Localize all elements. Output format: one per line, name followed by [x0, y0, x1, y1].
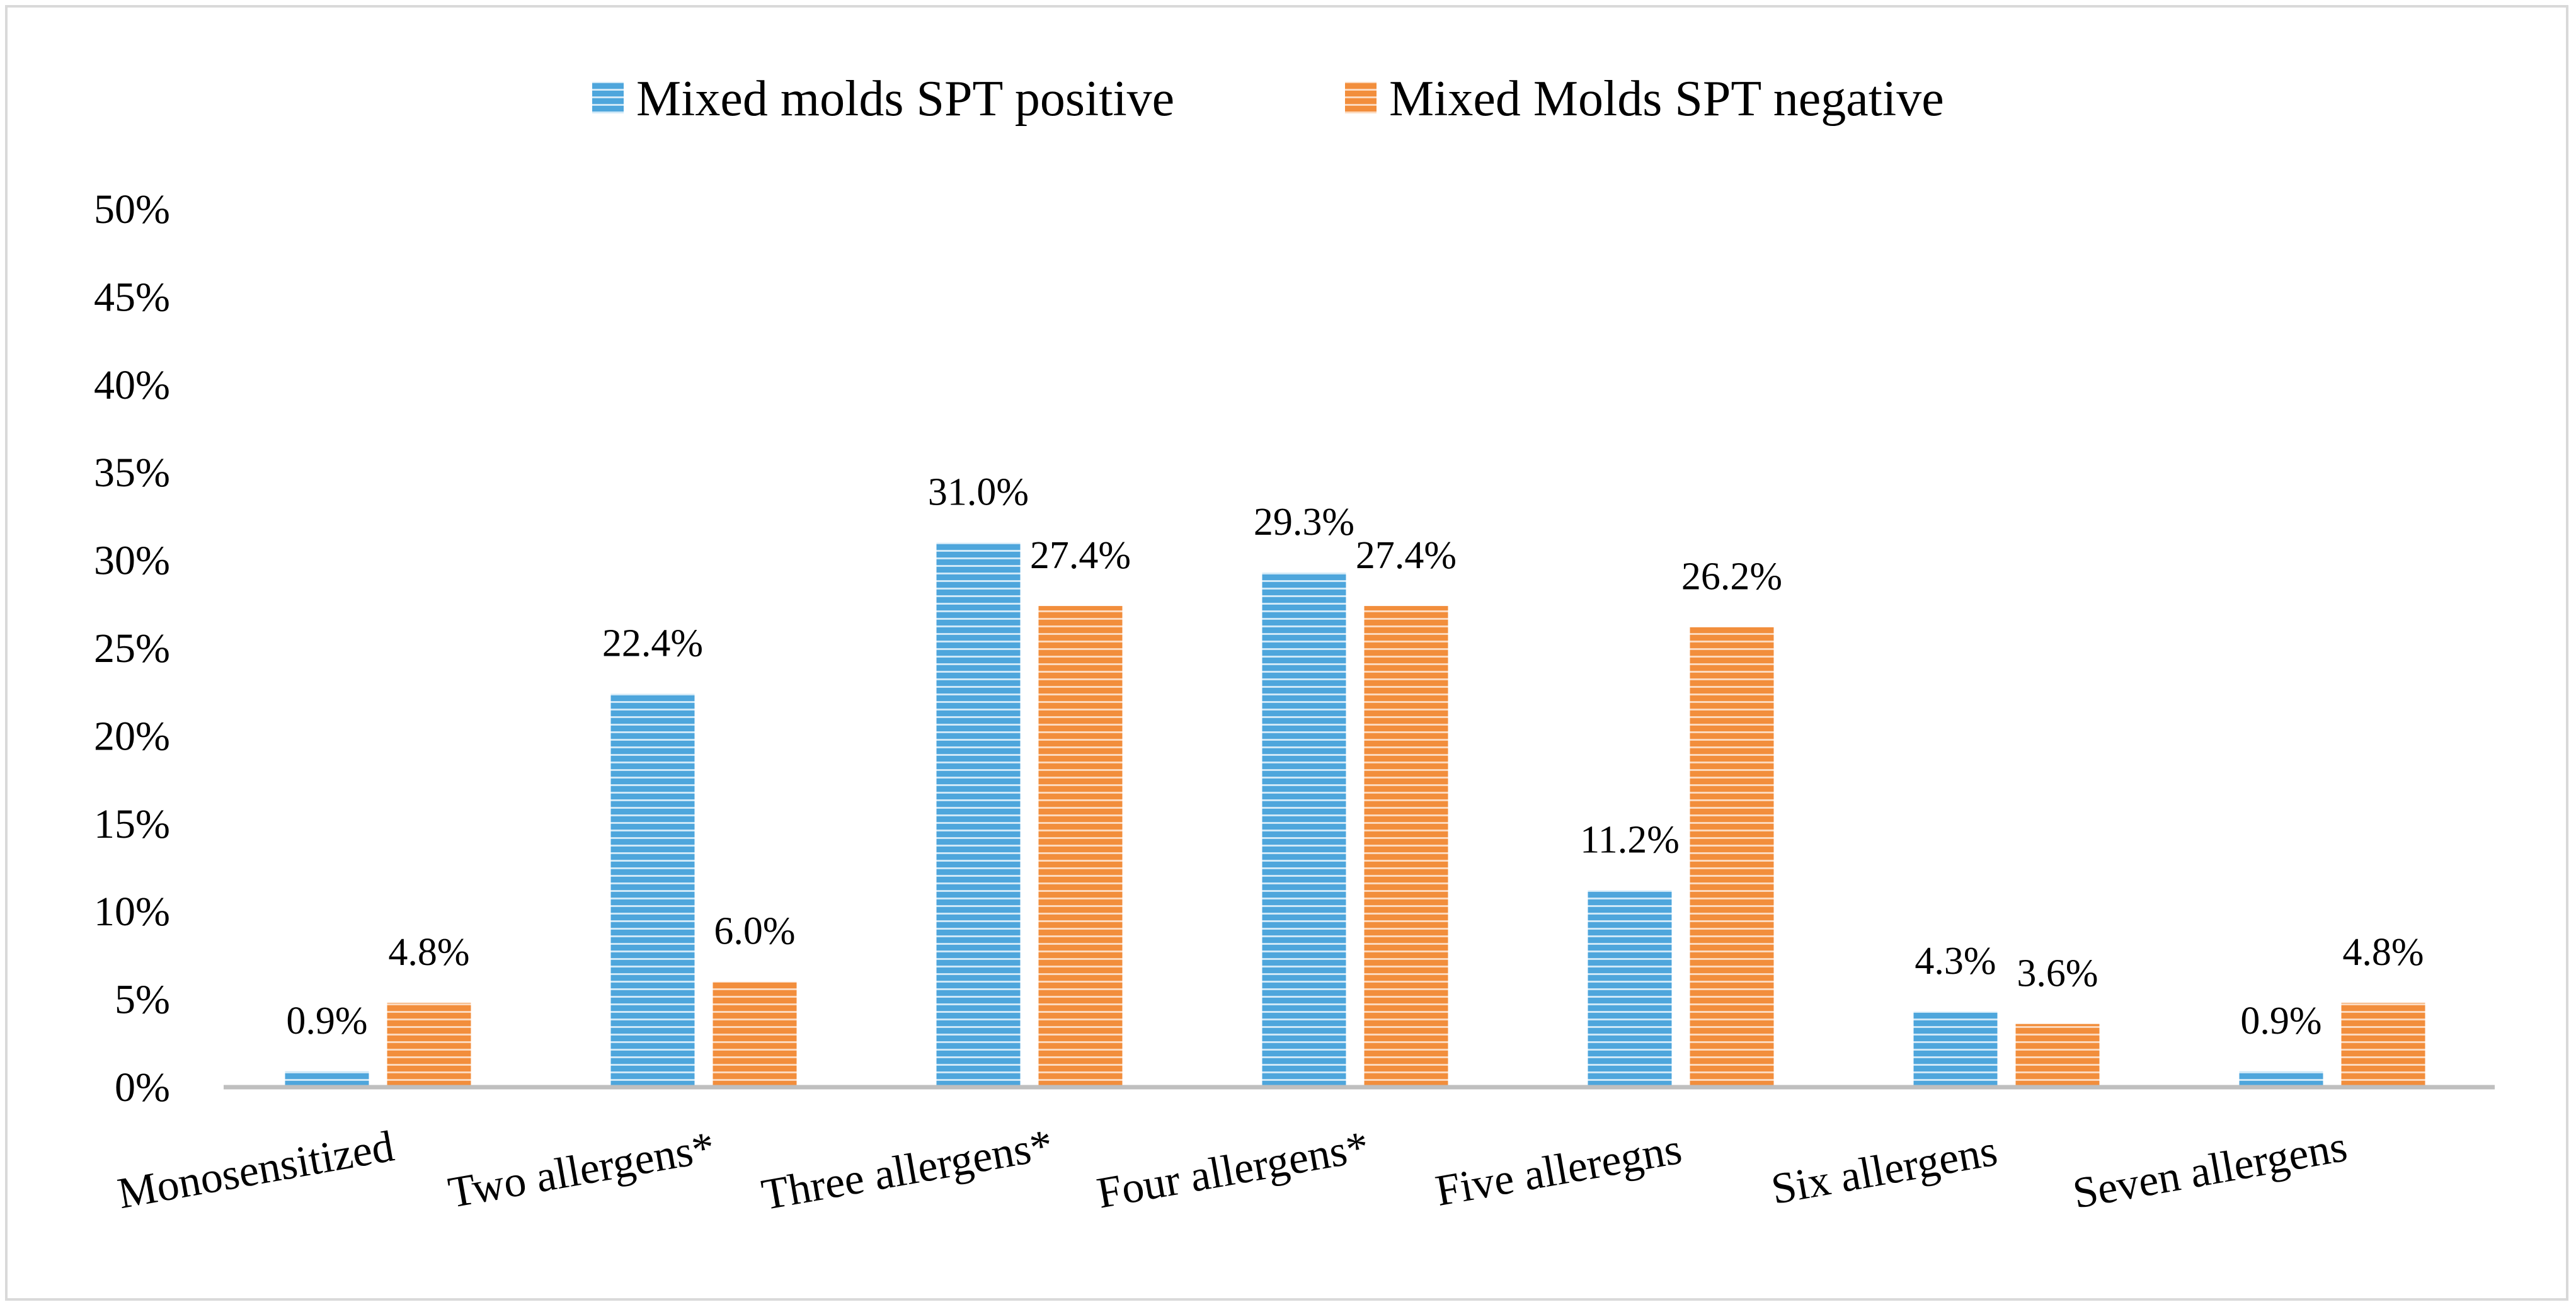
- y-tick-label: 45%: [94, 274, 170, 320]
- y-tick-label: 50%: [94, 186, 170, 232]
- data-label-positive: 31.0%: [928, 471, 1029, 514]
- legend-label-negative: Mixed Molds SPT negative: [1389, 71, 1944, 127]
- bar-negative: [1690, 627, 1774, 1087]
- data-label-negative: 4.8%: [388, 931, 469, 974]
- data-label-positive: 0.9%: [286, 1000, 367, 1042]
- data-label-negative: 6.0%: [714, 910, 795, 953]
- legend-swatch-positive: [592, 82, 624, 113]
- x-category-label: Monosensitized: [114, 1122, 398, 1218]
- data-label-positive: 22.4%: [602, 622, 703, 665]
- data-label-positive: 0.9%: [2240, 1000, 2321, 1042]
- x-category-label: Six allergens: [1768, 1126, 2001, 1214]
- y-tick-label: 10%: [94, 889, 170, 935]
- data-label-positive: 4.3%: [1915, 940, 1996, 983]
- y-tick-label: 35%: [94, 450, 170, 496]
- x-category-label: Four allergens*: [1094, 1122, 1373, 1218]
- y-tick-label: 15%: [94, 801, 170, 847]
- y-tick-label: 40%: [94, 362, 170, 408]
- bar-negative: [713, 981, 797, 1087]
- y-axis: 0% 5% 10% 15% 20% 25% 30% 35% 40% 45% 50%: [94, 186, 170, 1110]
- bar-negative: [2341, 1003, 2425, 1087]
- data-label-positive: 29.3%: [1254, 501, 1354, 544]
- y-tick-label: 25%: [94, 625, 170, 671]
- data-labels: 0.9%4.8%22.4%6.0%31.0%27.4%29.3%27.4%11.…: [286, 471, 2424, 1042]
- bar-negative: [1038, 606, 1123, 1087]
- data-label-positive: 11.2%: [1580, 819, 1680, 862]
- bar-negative: [2015, 1024, 2100, 1087]
- y-tick-label: 30%: [94, 538, 170, 584]
- x-category-label: Seven allergens: [2069, 1122, 2351, 1218]
- legend: Mixed molds SPT positive Mixed Molds SPT…: [592, 71, 1944, 127]
- bar-positive: [610, 693, 695, 1087]
- bar-positive: [285, 1071, 369, 1087]
- x-axis-categories: Monosensitized Two allergens* Three allerg…: [114, 1121, 2350, 1219]
- bar-negative: [1364, 606, 1448, 1087]
- y-tick-label: 20%: [94, 713, 170, 759]
- legend-swatch-negative: [1345, 82, 1377, 113]
- bar-positive: [936, 542, 1021, 1087]
- x-category-label: Two allergens*: [445, 1123, 718, 1218]
- data-label-negative: 27.4%: [1356, 534, 1457, 577]
- x-category-label: Five alleregns: [1432, 1125, 1685, 1216]
- bar-negative: [387, 1003, 471, 1087]
- bar-positive: [2239, 1071, 2323, 1087]
- data-label-negative: 3.6%: [2017, 952, 2098, 995]
- bar-positive: [1262, 573, 1346, 1087]
- data-label-negative: 27.4%: [1030, 534, 1131, 577]
- x-category-label: Three allergens*: [758, 1121, 1056, 1219]
- bar-positive: [1588, 890, 1672, 1087]
- bar-positive: [1913, 1012, 1998, 1087]
- y-tick-label: 5%: [115, 977, 170, 1023]
- bars: [285, 542, 2425, 1087]
- y-tick-label: 0%: [115, 1064, 170, 1110]
- data-label-negative: 4.8%: [2342, 931, 2424, 974]
- data-label-negative: 26.2%: [1681, 556, 1782, 598]
- legend-label-positive: Mixed molds SPT positive: [636, 71, 1174, 127]
